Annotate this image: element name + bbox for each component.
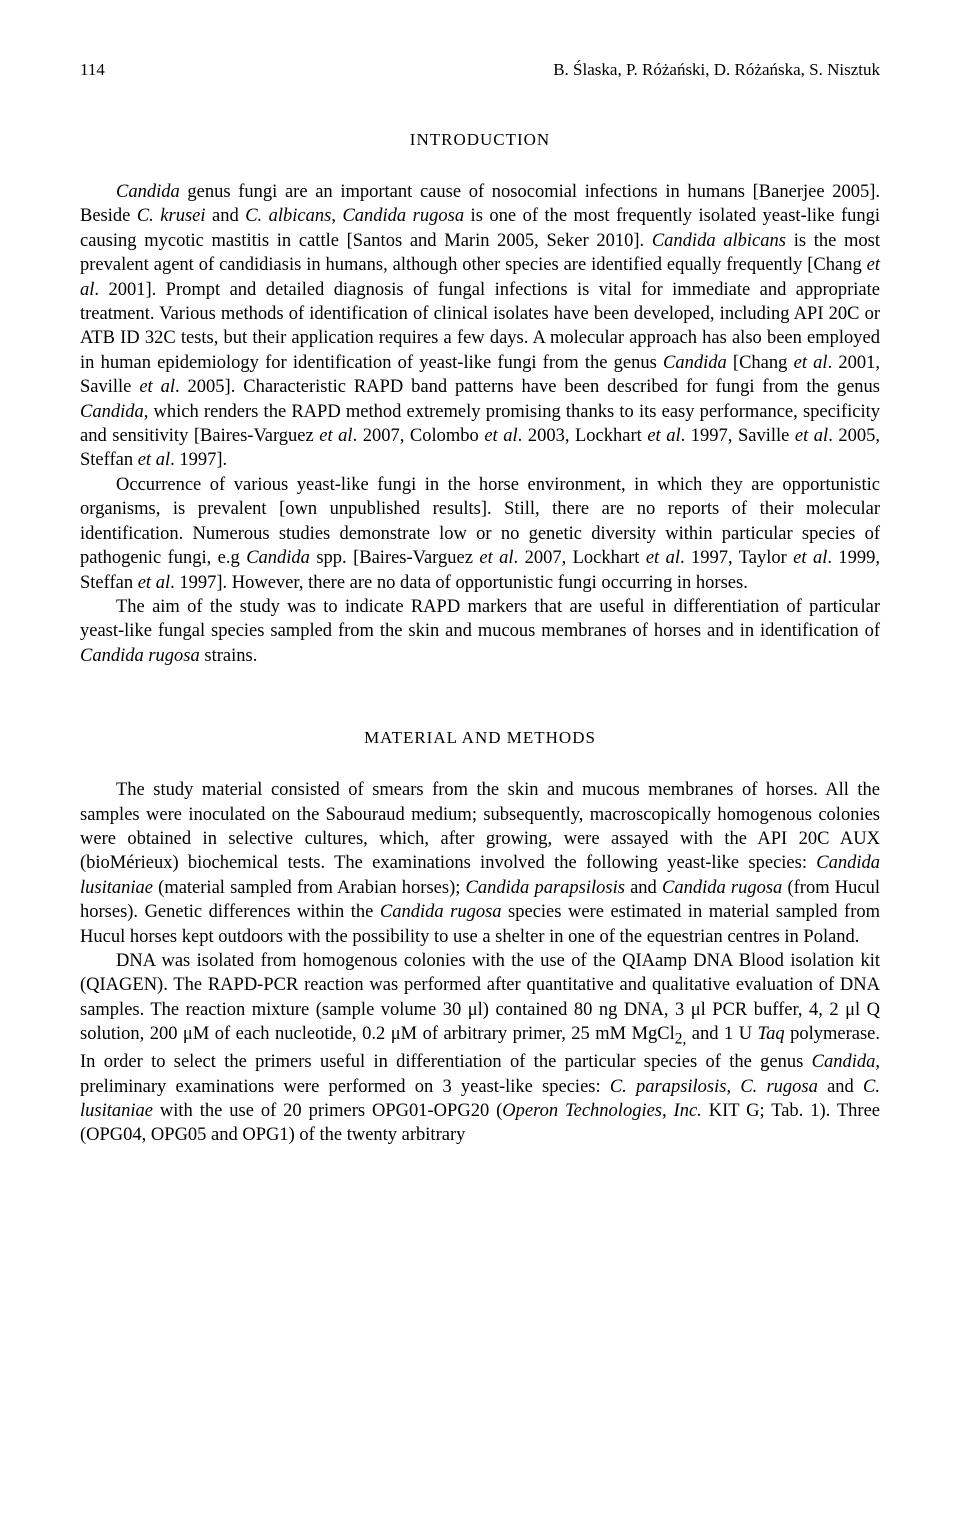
- text-span: . 2007, Lockhart: [514, 548, 646, 568]
- text-span: (material sampled from Arabian horses);: [153, 878, 466, 898]
- text-span: with the use of 20 primers OPG01-OPG20 (: [153, 1101, 502, 1121]
- text-span: Candida rugosa: [662, 878, 782, 898]
- text-span: . 1997, Saville: [681, 426, 795, 446]
- text-span: Candida: [246, 548, 310, 568]
- text-span: Candida: [116, 182, 180, 202]
- text-span: et al: [319, 426, 352, 446]
- text-span: et al: [794, 353, 828, 373]
- text-span: and: [206, 206, 246, 226]
- intro-paragraph-3: The aim of the study was to indicate RAP…: [80, 595, 880, 668]
- text-span: [Chang: [727, 353, 794, 373]
- intro-paragraph-1: Candida genus fungi are an important cau…: [80, 180, 880, 473]
- text-span: Candida: [663, 353, 727, 373]
- text-span: et al: [795, 426, 828, 446]
- text-span: . 1997].: [170, 450, 227, 470]
- text-span: and: [818, 1077, 863, 1097]
- text-span: et al: [793, 548, 827, 568]
- methods-paragraph-1: The study material consisted of smears f…: [80, 778, 880, 949]
- text-span: Candida parapsilosis: [466, 878, 625, 898]
- text-span: and 1 U: [686, 1024, 757, 1044]
- text-span: . 2007, Colombo: [353, 426, 485, 446]
- text-span: et al: [138, 450, 170, 470]
- header-authors: B. Ślaska, P. Różański, D. Różańska, S. …: [553, 60, 880, 80]
- page-header: 114 B. Ślaska, P. Różański, D. Różańska,…: [80, 60, 880, 80]
- text-span: spp. [Baires-Varguez: [310, 548, 479, 568]
- text-span: et al: [138, 573, 170, 593]
- text-span: . 1997]. However, there are no data of o…: [170, 573, 748, 593]
- introduction-heading: INTRODUCTION: [80, 130, 880, 150]
- text-span: . 2003, Lockhart: [518, 426, 648, 446]
- text-span: et al: [646, 548, 680, 568]
- methods-heading: MATERIAL AND METHODS: [80, 728, 880, 748]
- text-span: The aim of the study was to indicate RAP…: [80, 597, 880, 641]
- text-span: et al: [479, 548, 513, 568]
- intro-paragraph-2: Occurrence of various yeast-like fungi i…: [80, 473, 880, 595]
- text-span: Candida albicans: [652, 231, 786, 251]
- text-span: and: [625, 878, 662, 898]
- text-span: et al: [647, 426, 680, 446]
- text-span: Candida: [80, 402, 144, 422]
- text-span: Candida rugosa: [80, 646, 200, 666]
- text-span-subscript: 2,: [675, 1031, 687, 1048]
- text-span: strains.: [200, 646, 258, 666]
- text-span: C. rugosa: [740, 1077, 818, 1097]
- text-span: ,: [726, 1077, 740, 1097]
- text-span: Candida: [812, 1052, 876, 1072]
- text-span: Candida rugosa: [342, 206, 464, 226]
- text-span: Candida rugosa: [380, 902, 502, 922]
- text-span: C. parapsilosis: [610, 1077, 727, 1097]
- text-span: Taq: [758, 1024, 785, 1044]
- text-span: The study material consisted of smears f…: [80, 780, 880, 873]
- methods-paragraph-2: DNA was isolated from homogenous colonie…: [80, 949, 880, 1148]
- text-span: C. krusei: [137, 206, 206, 226]
- text-span: Operon Technologies, Inc.: [502, 1101, 702, 1121]
- text-span: ,: [331, 206, 342, 226]
- text-span: . 2005]. Characteristic RAPD band patter…: [175, 377, 880, 397]
- page-number: 114: [80, 60, 105, 80]
- text-span: et al: [139, 377, 175, 397]
- text-span: C. albicans: [245, 206, 331, 226]
- text-span: et al: [484, 426, 517, 446]
- text-span: . 1997, Taylor: [680, 548, 793, 568]
